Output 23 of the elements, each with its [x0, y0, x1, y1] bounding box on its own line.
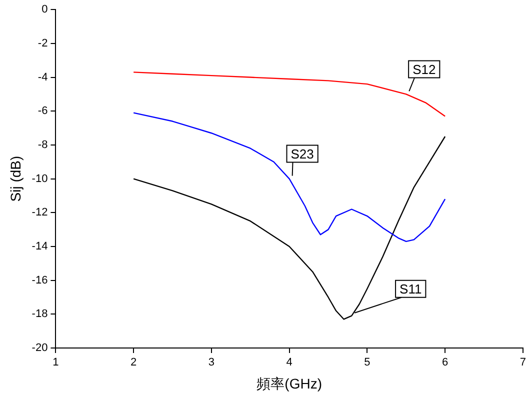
series-label: S11 [400, 281, 422, 296]
y-tick-label: -10 [32, 172, 48, 185]
x-tick-label: 6 [442, 356, 448, 369]
series-label: S23 [290, 146, 314, 162]
x-tick-label: 3 [208, 356, 215, 369]
y-tick-label: -12 [32, 206, 48, 219]
y-axis-title: Sij (dB) [7, 156, 24, 202]
x-tick-label: 4 [286, 356, 292, 369]
y-tick-label: -6 [38, 105, 48, 118]
x-axis-title: 頻率(GHz) [256, 375, 322, 392]
y-tick-label: -4 [38, 71, 48, 84]
x-tick-label: 7 [520, 356, 526, 369]
x-tick-label: 5 [364, 356, 370, 369]
y-tick-label: -14 [32, 240, 48, 253]
x-tick-label: 1 [52, 356, 59, 369]
y-tick-label: 0 [42, 4, 48, 16]
y-tick-label: -2 [38, 37, 48, 50]
x-tick-label: 2 [130, 356, 137, 369]
series-label: S12 [412, 62, 436, 77]
y-tick-label: -16 [32, 274, 48, 286]
y-tick-label: -20 [32, 342, 48, 354]
y-tick-label: -8 [38, 138, 48, 151]
y-tick-label: -18 [32, 308, 48, 320]
